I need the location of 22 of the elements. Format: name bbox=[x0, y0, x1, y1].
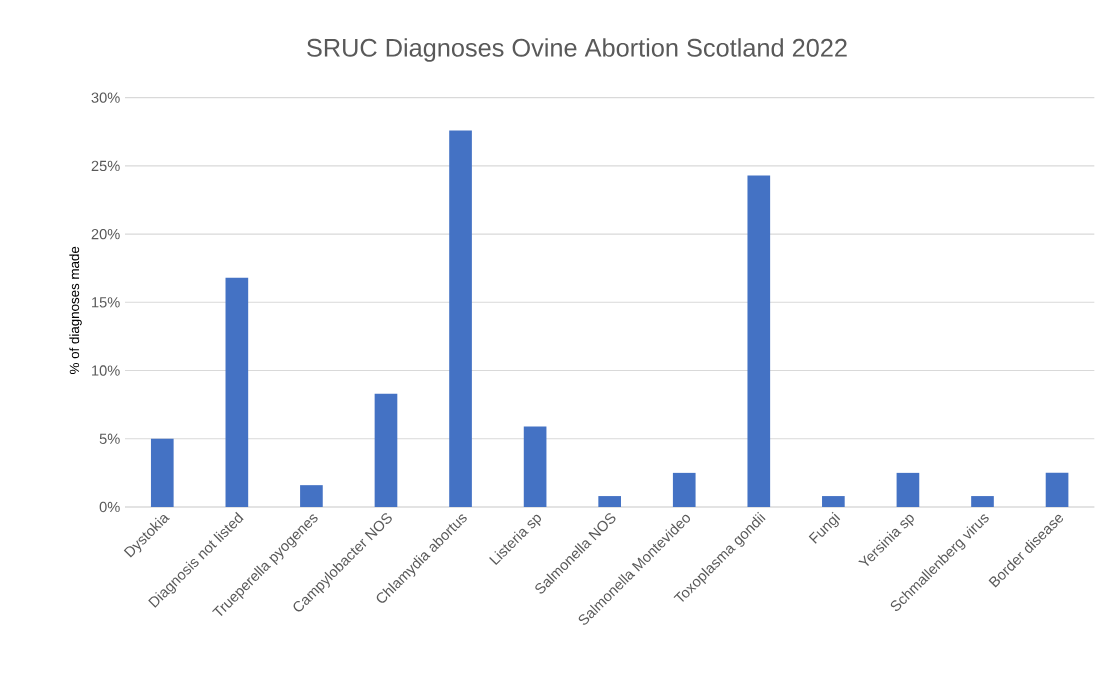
bar bbox=[747, 175, 771, 507]
y-tick-label: 20% bbox=[91, 228, 120, 240]
bar bbox=[672, 472, 696, 507]
bar bbox=[523, 426, 547, 507]
y-tick-label: 0% bbox=[99, 501, 120, 513]
bar bbox=[449, 130, 472, 507]
bar bbox=[300, 485, 323, 507]
bar bbox=[150, 438, 174, 507]
y-tick-label: 10% bbox=[92, 365, 120, 376]
bar bbox=[896, 472, 920, 507]
y-axis-title: % of diagnoses made bbox=[69, 246, 82, 374]
bar bbox=[225, 277, 249, 507]
y-tick-label: 30% bbox=[91, 92, 120, 103]
bar bbox=[1045, 472, 1069, 507]
bar bbox=[598, 496, 622, 507]
bar bbox=[374, 393, 398, 507]
y-tick-label: 15% bbox=[92, 297, 120, 308]
chart-title: SRUC Diagnoses Ovine Abortion Scotland 2022 bbox=[307, 38, 847, 62]
y-tick-label: 5% bbox=[99, 433, 120, 444]
y-tick-label: 25% bbox=[91, 160, 120, 172]
bar bbox=[971, 496, 994, 507]
bar bbox=[822, 496, 845, 507]
